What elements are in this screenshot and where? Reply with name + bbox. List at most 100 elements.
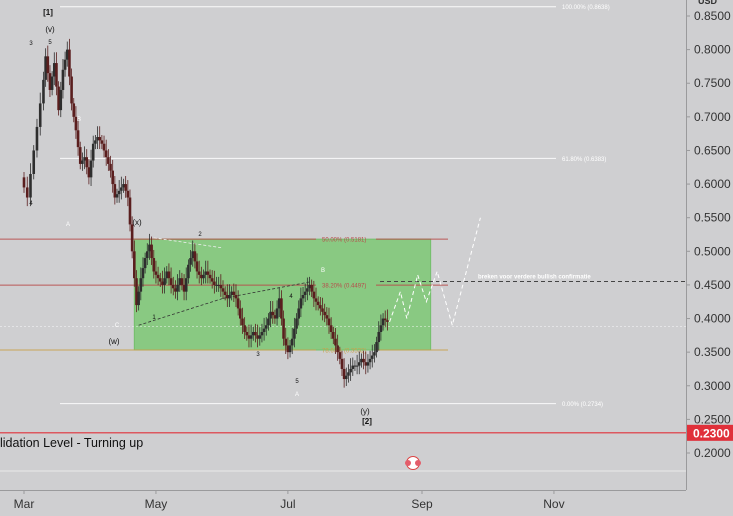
candle-body (195, 261, 199, 272)
candle-body (312, 291, 316, 299)
price-tick-label: 0.7500 (694, 76, 731, 90)
candle-body (288, 345, 292, 353)
candle-body (91, 143, 95, 161)
candle-body (336, 345, 339, 353)
candle-body (57, 86, 60, 111)
candle-body (247, 335, 251, 339)
wave-label: 3 (29, 41, 33, 47)
candle-body (241, 318, 244, 326)
candle-body (351, 365, 355, 369)
candle-body (178, 278, 182, 285)
candle-body (78, 147, 82, 164)
candle-body (386, 320, 389, 322)
candle-body (87, 167, 91, 178)
candle-body (293, 328, 296, 339)
candle-body (113, 184, 117, 198)
candle-body (366, 362, 370, 366)
candle-body (180, 278, 184, 285)
time-tick-label: May (145, 497, 168, 511)
candle-body (85, 157, 89, 168)
wave-label: C (115, 323, 120, 329)
candle-body (96, 137, 99, 141)
event-icon-dot (415, 460, 421, 466)
candle-body (234, 295, 238, 299)
price-tick-label: 0.4500 (694, 278, 731, 292)
candle-body (286, 345, 290, 353)
wave-label: A (295, 392, 299, 398)
candle-body (251, 331, 255, 336)
candle-body (332, 331, 335, 339)
candle-body (167, 271, 171, 279)
candle-body (329, 325, 333, 332)
candle-body (303, 291, 307, 296)
candle-body (353, 365, 357, 367)
candle-body (323, 311, 326, 316)
candle-body (148, 244, 151, 252)
candle-body (347, 372, 350, 376)
candle-body (63, 59, 67, 70)
candle-body (269, 311, 272, 319)
candle-body (273, 315, 277, 319)
candle-body (208, 274, 212, 279)
candle-body (221, 288, 225, 292)
candle-body (327, 318, 331, 326)
candle-body (202, 274, 205, 279)
wave-label: B (77, 117, 81, 123)
candle-body (200, 274, 203, 279)
candle-body (165, 271, 169, 279)
candle-body (210, 278, 214, 282)
candle-body (308, 284, 311, 289)
candle-body (143, 258, 147, 269)
candle-body (42, 79, 45, 104)
candle-body (360, 358, 363, 363)
candle-body (364, 362, 368, 366)
candle-body (109, 163, 112, 171)
candle-body (81, 160, 84, 164)
candle-body (368, 358, 372, 363)
candle-body (321, 308, 324, 312)
price-tick-label: 0.2000 (694, 446, 731, 460)
candle-body (187, 264, 190, 279)
candle-body (249, 335, 253, 339)
candle-body (46, 56, 50, 74)
candle-body (29, 173, 32, 198)
candle-body (206, 271, 210, 275)
candle-body (191, 251, 195, 259)
candle-body (158, 278, 162, 282)
candle-body (230, 291, 233, 296)
candle-body (72, 103, 76, 117)
candle-body (70, 76, 73, 104)
candle-body (223, 291, 227, 296)
time-tick-label: Jul (280, 497, 295, 511)
candle-body (65, 49, 69, 60)
wave-label: 5 (48, 40, 52, 46)
candle-body (256, 335, 259, 339)
candle-body (370, 355, 374, 359)
candle-body (135, 278, 138, 306)
candle-body (245, 331, 249, 336)
candle-body (267, 318, 270, 326)
candle-body (295, 318, 298, 329)
candle-body (174, 288, 177, 292)
price-tick-label: 0.4000 (694, 312, 731, 326)
currency-label: USD (698, 0, 718, 6)
candle-body (74, 116, 78, 131)
consolidation-level-label: lidation Level - Turning up (0, 436, 143, 450)
candle-body (260, 331, 264, 336)
bullish-breakout-label: breken voor verdere bullish confirmatie (478, 275, 591, 281)
wave-label: (v) (45, 25, 55, 34)
candle-body (48, 73, 52, 90)
wave-label: 3 (256, 352, 260, 358)
candle-body (197, 271, 201, 275)
candle-body (373, 352, 376, 356)
candle-body (301, 295, 305, 299)
candle-body (50, 76, 54, 90)
candle-body (122, 184, 125, 188)
time-tick-label: Nov (543, 497, 564, 511)
candle-body (35, 126, 39, 151)
candle-body (102, 143, 106, 151)
candle-body (152, 258, 156, 272)
candle-body (344, 375, 348, 380)
